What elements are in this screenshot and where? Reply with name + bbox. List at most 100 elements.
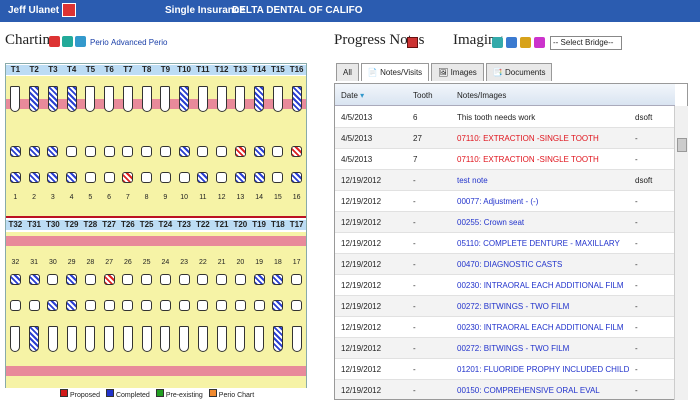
table-row[interactable]: 12/19/2012 - 05110: COMPLETE DENTURE - MAX… [335, 233, 675, 254]
tooth-crown[interactable] [66, 274, 78, 285]
scrollbar-thumb[interactable] [677, 138, 687, 152]
tooth-chart[interactable]: T1 T2 T3 T4 T5 T6 T7 T8 T9 T10 T11 T12 T… [5, 63, 307, 388]
tooth-number[interactable]: T29 [64, 220, 79, 229]
tooth-crown[interactable] [197, 300, 209, 311]
tooth-number[interactable]: T7 [123, 65, 133, 74]
tooth-crown[interactable] [47, 300, 59, 311]
tooth-crown[interactable] [291, 300, 303, 311]
tooth-crown[interactable] [9, 274, 21, 285]
tooth-root[interactable] [235, 326, 246, 352]
tooth-crown[interactable] [103, 300, 115, 311]
table-row[interactable]: 12/19/2012 - test note dsoft [335, 170, 675, 191]
tooth-crown[interactable] [47, 146, 59, 157]
tooth-number[interactable]: T6 [104, 65, 114, 74]
tooth-crown[interactable] [178, 172, 190, 183]
tooth-number[interactable]: T20 [233, 220, 248, 229]
scanner-icon[interactable] [520, 37, 531, 48]
tooth-root[interactable] [10, 86, 21, 112]
tooth-crown[interactable] [272, 274, 284, 285]
table-row[interactable]: 12/19/2012 - 00150: COMPREHENSIVE ORAL EVA… [335, 380, 675, 399]
tooth-crown[interactable] [84, 146, 96, 157]
tooth-root[interactable] [10, 326, 21, 352]
tooth-crown[interactable] [216, 146, 228, 157]
tooth-crown[interactable] [141, 300, 153, 311]
tooth-crown[interactable] [66, 300, 78, 311]
tooth-crown[interactable] [159, 172, 171, 183]
tooth-root[interactable] [160, 326, 171, 352]
tooth-crown[interactable] [159, 300, 171, 311]
tooth-number[interactable]: T27 [102, 220, 117, 229]
tooth-number[interactable]: T12 [214, 65, 229, 74]
tooth-crown[interactable] [28, 172, 40, 183]
tooth-root[interactable] [272, 326, 283, 352]
tooth-root[interactable] [104, 326, 115, 352]
chart-blue-icon[interactable] [75, 36, 86, 47]
tooth-number[interactable]: T26 [120, 220, 135, 229]
chart-red-icon[interactable] [49, 36, 60, 47]
tooth-root[interactable] [235, 86, 246, 112]
tooth-root[interactable] [66, 326, 77, 352]
tooth-number[interactable]: T32 [8, 220, 23, 229]
patient-name[interactable]: Jeff Ulanet [8, 5, 60, 16]
tooth-number[interactable]: T15 [270, 65, 285, 74]
tooth-root[interactable] [29, 86, 40, 112]
tooth-crown[interactable] [253, 172, 265, 183]
tooth-number[interactable]: T23 [177, 220, 192, 229]
tooth-crown[interactable] [141, 274, 153, 285]
tooth-number[interactable]: T3 [48, 65, 58, 74]
notes-column-header[interactable]: Notes/Images [457, 91, 507, 100]
tooth-crown[interactable] [178, 300, 190, 311]
tooth-crown[interactable] [253, 300, 265, 311]
tooth-number[interactable]: T18 [270, 220, 285, 229]
tooth-crown[interactable] [159, 274, 171, 285]
tooth-crown[interactable] [122, 146, 134, 157]
tooth-crown[interactable] [84, 274, 96, 285]
tooth-number[interactable]: T10 [177, 65, 192, 74]
tooth-root[interactable] [179, 326, 190, 352]
tooth-crown[interactable] [47, 172, 59, 183]
chart-green-icon[interactable] [62, 36, 73, 47]
tooth-crown[interactable] [197, 146, 209, 157]
tooth-crown[interactable] [84, 300, 96, 311]
table-row[interactable]: 4/5/2013 27 07110: EXTRACTION -SINGLE TOOT… [335, 128, 675, 149]
tooth-crown[interactable] [141, 146, 153, 157]
tooth-root[interactable] [179, 86, 190, 112]
camera-icon[interactable] [492, 37, 503, 48]
tooth-crown[interactable] [272, 172, 284, 183]
tooth-root[interactable] [254, 326, 265, 352]
insurance-card-icon[interactable] [62, 3, 76, 17]
tooth-number[interactable]: T8 [141, 65, 152, 74]
tab-images[interactable]: 🖼 Images [431, 63, 484, 81]
tooth-crown[interactable] [9, 172, 21, 183]
tooth-crown[interactable] [141, 172, 153, 183]
table-row[interactable]: 4/5/2013 6 This tooth needs work dsoft [335, 107, 675, 128]
tooth-root[interactable] [291, 326, 302, 352]
tooth-root[interactable] [197, 326, 208, 352]
tooth-crown[interactable] [103, 274, 115, 285]
tooth-crown[interactable] [122, 172, 134, 183]
tooth-root[interactable] [29, 326, 40, 352]
tooth-crown[interactable] [272, 300, 284, 311]
tooth-root[interactable] [66, 86, 77, 112]
tooth-number[interactable]: T25 [139, 220, 154, 229]
tooth-root[interactable] [216, 326, 227, 352]
tooth-crown[interactable] [291, 274, 303, 285]
tooth-number[interactable]: T14 [252, 65, 267, 74]
tooth-crown[interactable] [28, 274, 40, 285]
tooth-crown[interactable] [234, 146, 246, 157]
tooth-number[interactable]: T28 [83, 220, 98, 229]
tooth-crown[interactable] [28, 146, 40, 157]
tooth-root[interactable] [141, 326, 152, 352]
tooth-number[interactable]: T4 [66, 65, 77, 74]
table-row[interactable]: 12/19/2012 - 00470: DIAGNOSTIC CASTS - [335, 254, 675, 275]
tooth-number[interactable]: T22 [195, 220, 210, 229]
bridge-select[interactable]: -- Select Bridge-- [550, 36, 622, 50]
tooth-crown[interactable] [84, 172, 96, 183]
tooth-crown[interactable] [47, 274, 59, 285]
tooth-number[interactable]: T24 [158, 220, 173, 229]
tooth-root[interactable] [254, 86, 265, 112]
advanced-perio-link[interactable]: Advanced Perio [111, 38, 168, 47]
tooth-crown[interactable] [234, 274, 246, 285]
grid-scrollbar[interactable] [674, 106, 688, 400]
tooth-crown[interactable] [272, 146, 284, 157]
